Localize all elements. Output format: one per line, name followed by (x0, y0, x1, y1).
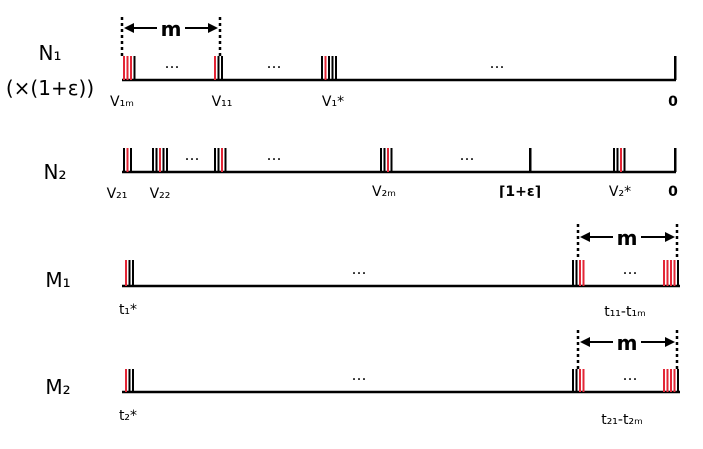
tick-bar (666, 260, 669, 286)
tick-bar (579, 260, 581, 286)
arrowhead-left (580, 337, 590, 347)
tick-bar (335, 56, 337, 80)
arrowhead-right (665, 337, 675, 347)
tick-bar (582, 369, 585, 392)
tick-bar (572, 260, 574, 286)
row-label-m2: M₂ (45, 375, 70, 399)
tick-bar (221, 148, 223, 172)
tick-bar (214, 148, 216, 172)
ellipsis: … (185, 146, 200, 164)
row-label-n2: N₂ (44, 160, 67, 184)
tick-bar (331, 56, 334, 80)
ellipsis: … (490, 54, 505, 72)
tick-bar (152, 148, 154, 172)
tick-bar (217, 56, 220, 80)
tick-bar (123, 56, 125, 80)
tick-bar (321, 56, 323, 80)
tick-bar (666, 369, 669, 392)
tick-bar (166, 148, 168, 172)
ellipsis: … (460, 146, 475, 164)
tick-bar (572, 369, 574, 392)
tick-bar (677, 369, 679, 392)
tick-label: 0 (668, 94, 678, 110)
tick-bar (613, 148, 615, 172)
tick-bar (670, 260, 672, 286)
tick-bar (132, 369, 134, 392)
tick-bar (670, 369, 672, 392)
tick-bar (125, 369, 127, 392)
tick-bar (123, 148, 125, 172)
tick-label: V₂ₘ (372, 184, 396, 200)
tick-bar (380, 148, 382, 172)
tick-bar (126, 56, 129, 80)
tick-bar (387, 148, 389, 172)
tick-bar (324, 56, 327, 80)
row-label-m1: M₁ (45, 268, 70, 292)
tick-bar (328, 56, 330, 80)
tick-bar (663, 260, 665, 286)
tick-bar (383, 148, 386, 172)
bracket-label: m (161, 17, 182, 41)
tick-bar (130, 56, 132, 80)
tick-bar (126, 148, 129, 172)
tick-bar (130, 148, 132, 172)
tick-bar (155, 148, 158, 172)
tick-label: V₁* (322, 94, 344, 110)
tick-label: t₂* (119, 408, 137, 424)
tick-bar (159, 148, 161, 172)
tick-bar (673, 260, 676, 286)
tick-bar (128, 260, 131, 286)
ellipsis: … (165, 54, 180, 72)
tick-bar (677, 260, 679, 286)
arrowhead-right (208, 23, 218, 33)
tick-bar (133, 56, 136, 80)
tick-label: V₂₂ (150, 186, 171, 202)
end-tick (674, 148, 677, 172)
end-tick (674, 56, 677, 80)
tick-label: t₁₁-t₁ₘ (604, 304, 646, 320)
tick-label: t₁* (119, 302, 137, 318)
row-sublabel-n1: (×(1+ε)) (6, 76, 94, 100)
ellipsis: … (623, 366, 638, 384)
tick-bar (579, 369, 581, 392)
arrowhead-right (665, 232, 675, 242)
tick-bar (529, 148, 532, 172)
tick-bar (221, 56, 223, 80)
tick-bar (390, 148, 393, 172)
ellipsis: … (267, 146, 282, 164)
tick-bar (582, 260, 585, 286)
tick-label: V₂* (609, 184, 631, 200)
tick-bar (620, 148, 622, 172)
tick-bar (673, 369, 676, 392)
tick-label: V₂₁ (107, 186, 128, 202)
tick-bar (125, 260, 127, 286)
ellipsis: … (352, 260, 367, 278)
ellipsis: … (352, 366, 367, 384)
tick-label: ⌈1+ε⌉ (499, 184, 541, 200)
tick-bar (128, 369, 131, 392)
tick-label: 0 (668, 184, 678, 200)
tick-bar (575, 260, 578, 286)
tick-label: V₁ₘ (110, 94, 134, 110)
tick-bar (663, 369, 665, 392)
arrowhead-left (580, 232, 590, 242)
arrowhead-left (124, 23, 134, 33)
bracket-label: m (617, 331, 638, 355)
tick-bar (224, 148, 227, 172)
tick-bar (217, 148, 220, 172)
bracket-label: m (617, 226, 638, 250)
tick-bar (162, 148, 165, 172)
tick-bar (214, 56, 216, 80)
tick-bar (623, 148, 626, 172)
tick-label: t₂₁-t₂ₘ (601, 412, 643, 428)
tick-label: V₁₁ (212, 94, 233, 110)
ellipsis: … (267, 54, 282, 72)
tick-bar (575, 369, 578, 392)
tick-bar (616, 148, 619, 172)
ellipsis: … (623, 260, 638, 278)
row-label-n1: N₁ (39, 41, 62, 65)
tick-bar (132, 260, 134, 286)
